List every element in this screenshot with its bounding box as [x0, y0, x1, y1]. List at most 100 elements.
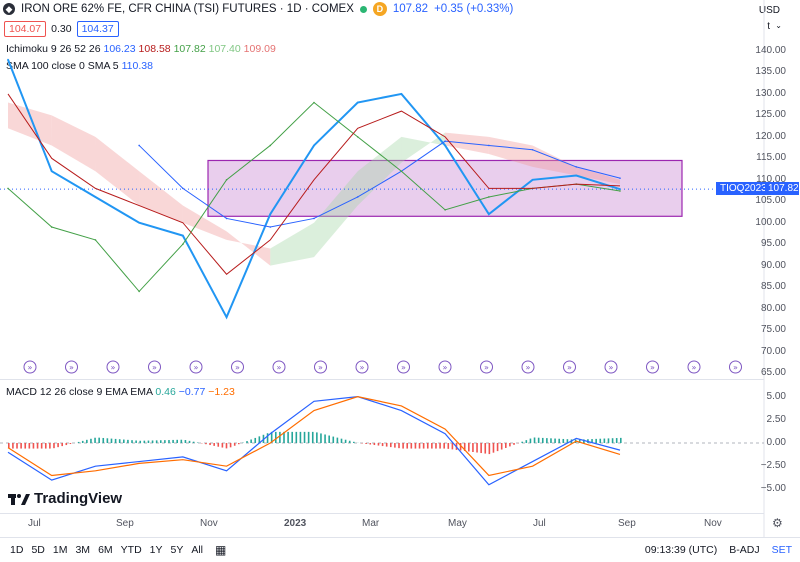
data-point — [226, 218, 228, 220]
data-point — [444, 145, 446, 147]
price-tick-label: 130.00 — [755, 88, 786, 99]
macd-histogram-bar — [111, 439, 113, 443]
data-point — [488, 213, 490, 215]
data-point — [182, 243, 184, 245]
range-button-1y[interactable]: 1Y — [146, 544, 167, 556]
macd-histogram-bar — [33, 443, 35, 449]
range-button-6m[interactable]: 6M — [94, 544, 117, 556]
ichimoku-cloud-segment — [95, 137, 139, 206]
price-tick-label: 95.00 — [761, 238, 786, 249]
range-button-ytd[interactable]: YTD — [117, 544, 146, 556]
macd-histogram-bar — [246, 441, 248, 443]
data-point — [313, 145, 315, 147]
macd-histogram-bar — [102, 438, 104, 443]
macd-histogram-bar — [616, 438, 618, 443]
macd-histogram-bar — [119, 439, 121, 443]
badj-toggle[interactable]: B-ADJ — [729, 544, 759, 556]
time-axis-border — [0, 513, 764, 514]
settlement-toggle[interactable]: SET — [772, 544, 792, 556]
macd-histogram-bar — [398, 443, 400, 448]
range-button-1d[interactable]: 1D — [6, 544, 27, 556]
macd-histogram-bar — [497, 443, 499, 451]
event-marker-icon: » — [605, 361, 617, 373]
price-tick-label: 100.00 — [755, 217, 786, 228]
price-tick-label: 70.00 — [761, 346, 786, 357]
symbol-price-tag: TIOQ2023 — [716, 182, 771, 195]
macd-histogram-bar — [41, 443, 43, 449]
macd-tick-label: −5.00 — [761, 483, 786, 494]
data-point — [95, 196, 97, 198]
macd-histogram-bar — [156, 440, 158, 443]
macd-histogram-bar — [324, 434, 326, 443]
macd-histogram-bar — [291, 432, 293, 443]
macd-histogram-bar — [279, 432, 281, 443]
macd-histogram-bar — [222, 443, 224, 448]
macd-histogram-bar — [139, 441, 141, 443]
macd-histogram-bar — [349, 441, 351, 443]
macd-histogram-bar — [275, 432, 277, 443]
range-button-1m[interactable]: 1M — [49, 544, 72, 556]
macd-histogram-bar — [164, 440, 166, 443]
time-tick-label: Nov — [200, 518, 218, 529]
macd-legend[interactable]: MACD 12 26 close 9 EMA EMA 0.46 −0.77 −1… — [6, 386, 235, 398]
data-point — [138, 222, 140, 224]
macd-histogram-bar — [123, 440, 125, 443]
macd-histogram-bar — [94, 438, 96, 443]
macd-tick-label: 5.00 — [767, 391, 786, 402]
data-point — [357, 196, 359, 198]
tradingview-logo[interactable]: TradingView — [8, 490, 122, 507]
macd-histogram-bar — [439, 443, 441, 449]
macd-histogram-bar — [296, 432, 298, 443]
data-point — [51, 170, 53, 172]
range-button-all[interactable]: All — [187, 544, 207, 556]
data-point — [226, 316, 228, 318]
data-point — [619, 190, 621, 192]
macd-histogram-bar — [61, 443, 63, 446]
macd-histogram-bar — [181, 440, 183, 443]
macd-histogram-bar — [12, 443, 14, 449]
event-marker-glyph: » — [609, 363, 614, 372]
data-point — [357, 102, 359, 104]
macd-histogram-bar — [452, 443, 454, 449]
macd-histogram-bar — [160, 440, 162, 443]
event-marker-icon: » — [730, 361, 742, 373]
settings-gear-icon[interactable]: ⚙ — [772, 516, 783, 530]
data-point — [7, 59, 9, 61]
event-marker-glyph: » — [650, 363, 655, 372]
macd-histogram-bar — [620, 438, 622, 443]
data-point — [95, 239, 97, 241]
macd-histogram-bar — [595, 439, 597, 443]
event-marker-glyph: » — [443, 363, 448, 372]
macd-histogram-bar — [415, 443, 417, 449]
range-button-5d[interactable]: 5D — [27, 544, 48, 556]
event-marker-glyph: » — [69, 363, 74, 372]
data-point — [532, 179, 534, 181]
macd-histogram-bar — [16, 443, 18, 449]
event-marker-glyph: » — [194, 363, 199, 372]
macd-histogram-bar — [513, 443, 515, 445]
macd-histogram-bar — [419, 443, 421, 449]
macd-histogram-bar — [82, 441, 84, 443]
macd-histogram-bar — [316, 432, 318, 443]
macd-tick-label: −2.50 — [761, 460, 786, 471]
macd-histogram-bar — [386, 443, 388, 447]
drawn-range-box — [208, 160, 682, 216]
macd-histogram-bar — [378, 443, 380, 446]
clock-time[interactable]: 09:13:39 (UTC) — [645, 544, 717, 556]
event-marker-icon: » — [66, 361, 78, 373]
event-marker-icon: » — [522, 361, 534, 373]
macd-histogram-bar — [152, 440, 154, 443]
macd-histogram-bar — [20, 443, 22, 449]
macd-histogram-bar — [267, 433, 269, 443]
macd-histogram-bar — [230, 443, 232, 447]
date-range-calendar-icon[interactable]: ▦ — [215, 543, 226, 557]
range-button-3m[interactable]: 3M — [71, 544, 94, 556]
range-button-5y[interactable]: 5Y — [167, 544, 188, 556]
data-point — [138, 291, 140, 293]
price-tick-label: 90.00 — [761, 260, 786, 271]
price-tick-label: 135.00 — [755, 66, 786, 77]
macd-histogram-bar — [250, 439, 252, 443]
pane-separator[interactable] — [0, 379, 764, 380]
macd-histogram-bar — [505, 443, 507, 448]
